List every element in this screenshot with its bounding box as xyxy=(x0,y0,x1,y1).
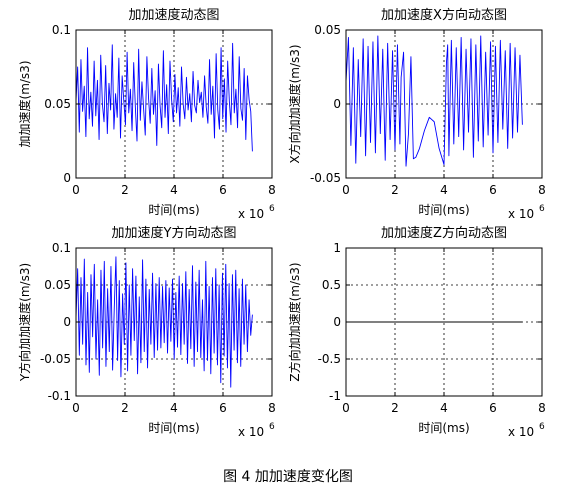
x-tick-label: 6 xyxy=(219,401,227,415)
x-tick-label: 4 xyxy=(170,183,178,197)
x-tick-label: 4 xyxy=(440,183,448,197)
x-tick-label: 2 xyxy=(391,401,399,415)
x-axis-label: 时间(ms) xyxy=(148,203,199,217)
x-tick-label: 2 xyxy=(391,183,399,197)
x-axis-label: 时间(ms) xyxy=(148,421,199,435)
x-tick-label: 8 xyxy=(538,401,546,415)
y-tick-label: 0.05 xyxy=(314,23,341,37)
y-axis-label: Z方向加加速度(m/s3) xyxy=(287,262,302,381)
y-tick-label: -0.05 xyxy=(40,352,71,366)
x-tick-label: 6 xyxy=(489,183,497,197)
series-line-3 xyxy=(75,256,253,388)
x-tick-label: 8 xyxy=(268,183,276,197)
y-axis-label: Y方向加加速度(m/s3) xyxy=(17,263,32,382)
x-axis-label: 时间(ms) xyxy=(418,203,469,217)
x-tick-label: 8 xyxy=(538,183,546,197)
subplot-title: 加加速度X方向动态图 xyxy=(381,7,507,23)
y-tick-label: 1 xyxy=(333,241,341,255)
x-tick-label: 8 xyxy=(268,401,276,415)
x-axis-label: 时间(ms) xyxy=(418,421,469,435)
x-exponent-label: x 10 xyxy=(238,207,264,221)
y-tick-label: 0.1 xyxy=(52,23,71,37)
x-exponent-power: 6 xyxy=(539,422,545,432)
y-tick-label: -1 xyxy=(329,389,341,403)
x-tick-label: 0 xyxy=(342,401,350,415)
y-tick-label: -0.5 xyxy=(318,352,341,366)
y-tick-label: 0 xyxy=(333,315,341,329)
y-tick-label: -0.05 xyxy=(310,171,341,185)
x-exponent-label: x 10 xyxy=(238,425,264,439)
x-exponent-power: 6 xyxy=(269,204,275,214)
x-exponent-power: 6 xyxy=(269,422,275,432)
subplot-title: 加加速度Z方向动态图 xyxy=(381,225,507,241)
y-tick-label: 0 xyxy=(63,315,71,329)
y-tick-label: -0.1 xyxy=(48,389,71,403)
x-tick-label: 0 xyxy=(72,401,80,415)
y-tick-label: 0.1 xyxy=(52,241,71,255)
x-tick-label: 0 xyxy=(342,183,350,197)
x-exponent-label: x 10 xyxy=(508,207,534,221)
x-tick-label: 4 xyxy=(170,401,178,415)
y-tick-label: 0 xyxy=(333,97,341,111)
x-tick-label: 6 xyxy=(489,401,497,415)
x-tick-label: 4 xyxy=(440,401,448,415)
y-axis-label: X方向加加速度(m/s3) xyxy=(287,44,302,163)
figure-caption: 图 4 加加速度变化图 xyxy=(223,469,353,485)
y-tick-label: 0.05 xyxy=(44,278,71,292)
subplot-title: 加加速度动态图 xyxy=(128,7,219,23)
y-tick-label: 0.5 xyxy=(322,278,341,292)
subplot-2: 0 2 4 6 8-0.0500.05加加速度X方向动态图时间(ms)X方向加加速度(m… xyxy=(287,7,546,221)
x-tick-label: 2 xyxy=(121,183,129,197)
y-tick-label: 0.05 xyxy=(44,97,71,111)
y-axis-label: 加加速度(m/s3) xyxy=(17,61,32,148)
y-tick-label: 0 xyxy=(63,171,71,185)
x-tick-label: 6 xyxy=(219,183,227,197)
x-tick-label: 0 xyxy=(72,183,80,197)
series-line-2 xyxy=(345,35,523,167)
x-exponent-label: x 10 xyxy=(508,425,534,439)
series-line-1 xyxy=(75,42,253,152)
x-exponent-power: 6 xyxy=(539,204,545,214)
x-tick-label: 2 xyxy=(121,401,129,415)
subplot-title: 加加速度Y方向动态图 xyxy=(112,225,237,241)
